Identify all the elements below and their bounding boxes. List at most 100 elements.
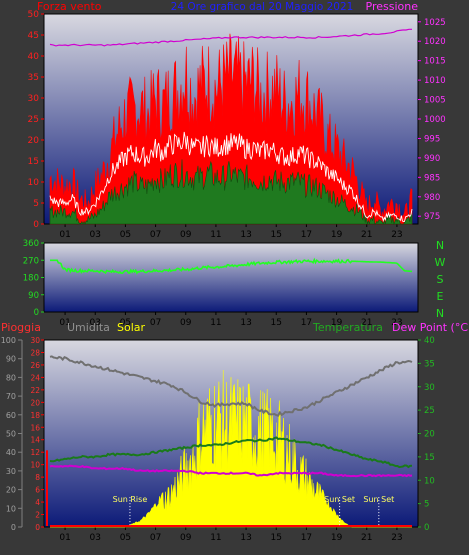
x-tick-label: 15 [271,533,282,543]
wind-mean-series [49,131,413,223]
x-tick-label: 01 [59,230,70,240]
wind-y-tick-label: 5 [33,199,39,209]
x-tick-label: 21 [361,230,372,240]
wind-gust-series [49,33,413,225]
temp-y-tick-label: 10 [424,476,435,486]
wind-y-tick-label: 20 [28,136,40,146]
compass-label: S [437,273,444,286]
humidity-y-tick-label: 60 [6,411,16,420]
humidity-series [49,355,413,417]
solar-axis-title: Solar [117,321,146,334]
humidity-y-tick-label: 40 [6,448,16,457]
wind-y-tick-label: 35 [28,73,39,83]
rain-y-tick-label: 30 [30,336,40,345]
x-tick-label: 17 [301,533,312,543]
x-tick-label: 11 [210,230,221,240]
pressure-y-tick-label: 1010 [424,76,446,86]
compass-label: E [437,290,444,303]
x-tick-label: 17 [301,230,312,240]
wind-low-series [49,159,413,226]
rain-y-tick-label: 4 [35,498,40,507]
rain-y-tick-label: 20 [30,398,40,407]
x-tick-label: 09 [180,533,192,543]
temp-y-tick-label: 5 [424,500,429,510]
rain-y-tick-label: 2 [35,511,40,520]
x-tick-label: 15 [271,318,282,328]
temp-y-tick-label: 25 [424,406,435,416]
rain-y-tick-label: 6 [35,486,40,495]
pressure-y-tick-label: 990 [424,154,440,164]
x-tick-label: 19 [331,533,343,543]
rain-y-tick-label: 10 [30,461,40,470]
direction-y-tick-label: 90 [28,291,39,301]
direction-y-tick-label: 180 [23,274,39,284]
humidity-y-tick-label: 30 [6,467,16,476]
pressure-y-tick-label: 1005 [424,96,446,106]
temp-y-tick-label: 15 [424,453,435,463]
pressure-y-tick-label: 975 [424,212,440,222]
humidity-y-tick-label: 70 [6,392,16,401]
x-tick-label: 01 [59,533,70,543]
x-tick-label: 11 [210,318,221,328]
direction-y-tick-label: 270 [23,256,39,266]
x-tick-label: 17 [301,318,312,328]
x-tick-label: 23 [391,533,402,543]
x-tick-label: 11 [210,533,221,543]
wind-y-tick-label: 0 [33,220,39,230]
pressure-y-tick-label: 980 [424,193,440,203]
dewpoint-series [49,464,413,478]
pressure-y-tick-label: 1000 [424,115,446,125]
direction-y-tick-label: 360 [23,239,39,249]
temp-y-tick-label: 35 [424,359,435,369]
x-tick-label: 23 [391,318,402,328]
rain-y-tick-label: 0 [35,523,40,532]
wind-y-tick-label: 50 [28,10,40,20]
sun-event-label: Sun Set [324,495,355,504]
rain-axis-title: Pioggia [1,321,41,334]
x-tick-label: 21 [361,533,372,543]
temp-y-tick-label: 20 [424,430,435,440]
x-tick-label: 09 [180,230,192,240]
x-tick-label: 03 [90,230,101,240]
humidity-y-tick-label: 50 [6,430,16,439]
pressure-axis-title: Pressione [366,0,419,13]
x-tick-label: 01 [59,318,70,328]
x-tick-label: 21 [361,318,372,328]
temp-y-tick-label: 0 [424,523,429,533]
humidity-axis-title: Umidita [67,321,110,334]
temperature-axis-title: Temperatura [312,321,383,334]
humidity-y-tick-label: 20 [6,486,16,495]
dewpoint-axis-title: Dew Point (°C) [392,321,469,334]
x-tick-label: 05 [120,318,131,328]
x-tick-label: 07 [150,318,161,328]
x-tick-label: 19 [331,318,343,328]
climate-panel: 0102030405060708090100024681012141618202… [1,336,435,543]
sun-event-label: Sun Set [363,495,394,504]
rain-y-tick-label: 8 [35,473,40,482]
x-tick-label: 09 [180,318,192,328]
humidity-y-tick-label: 10 [6,504,16,513]
x-tick-label: 07 [150,533,161,543]
sun-event-label: Sun Rise [113,495,148,504]
wind-y-tick-label: 25 [28,115,39,125]
direction-plot-area [43,242,419,313]
wind-panel: 0510152025303540455097598098599099510001… [28,10,446,240]
x-tick-label: 13 [240,533,251,543]
wind-y-tick-label: 30 [28,94,40,104]
humidity-y-tick-label: 100 [1,336,16,345]
pressure-y-tick-label: 1020 [424,37,446,47]
rain-y-tick-label: 18 [30,411,40,420]
rain-y-tick-label: 28 [30,348,40,357]
rain-y-tick-label: 22 [30,386,40,395]
humidity-y-tick-label: 0 [11,523,16,532]
rain-y-tick-label: 24 [30,373,40,382]
rain-y-tick-label: 12 [30,448,40,457]
humidity-y-tick-label: 90 [6,355,16,364]
direction-y-tick-label: 0 [34,308,39,318]
rain-y-tick-label: 16 [30,423,40,432]
chart-title: 24 Ore grafico dal 20 Maggio 2021 [171,1,354,13]
wind-y-tick-label: 10 [28,178,40,188]
x-tick-label: 07 [150,230,161,240]
